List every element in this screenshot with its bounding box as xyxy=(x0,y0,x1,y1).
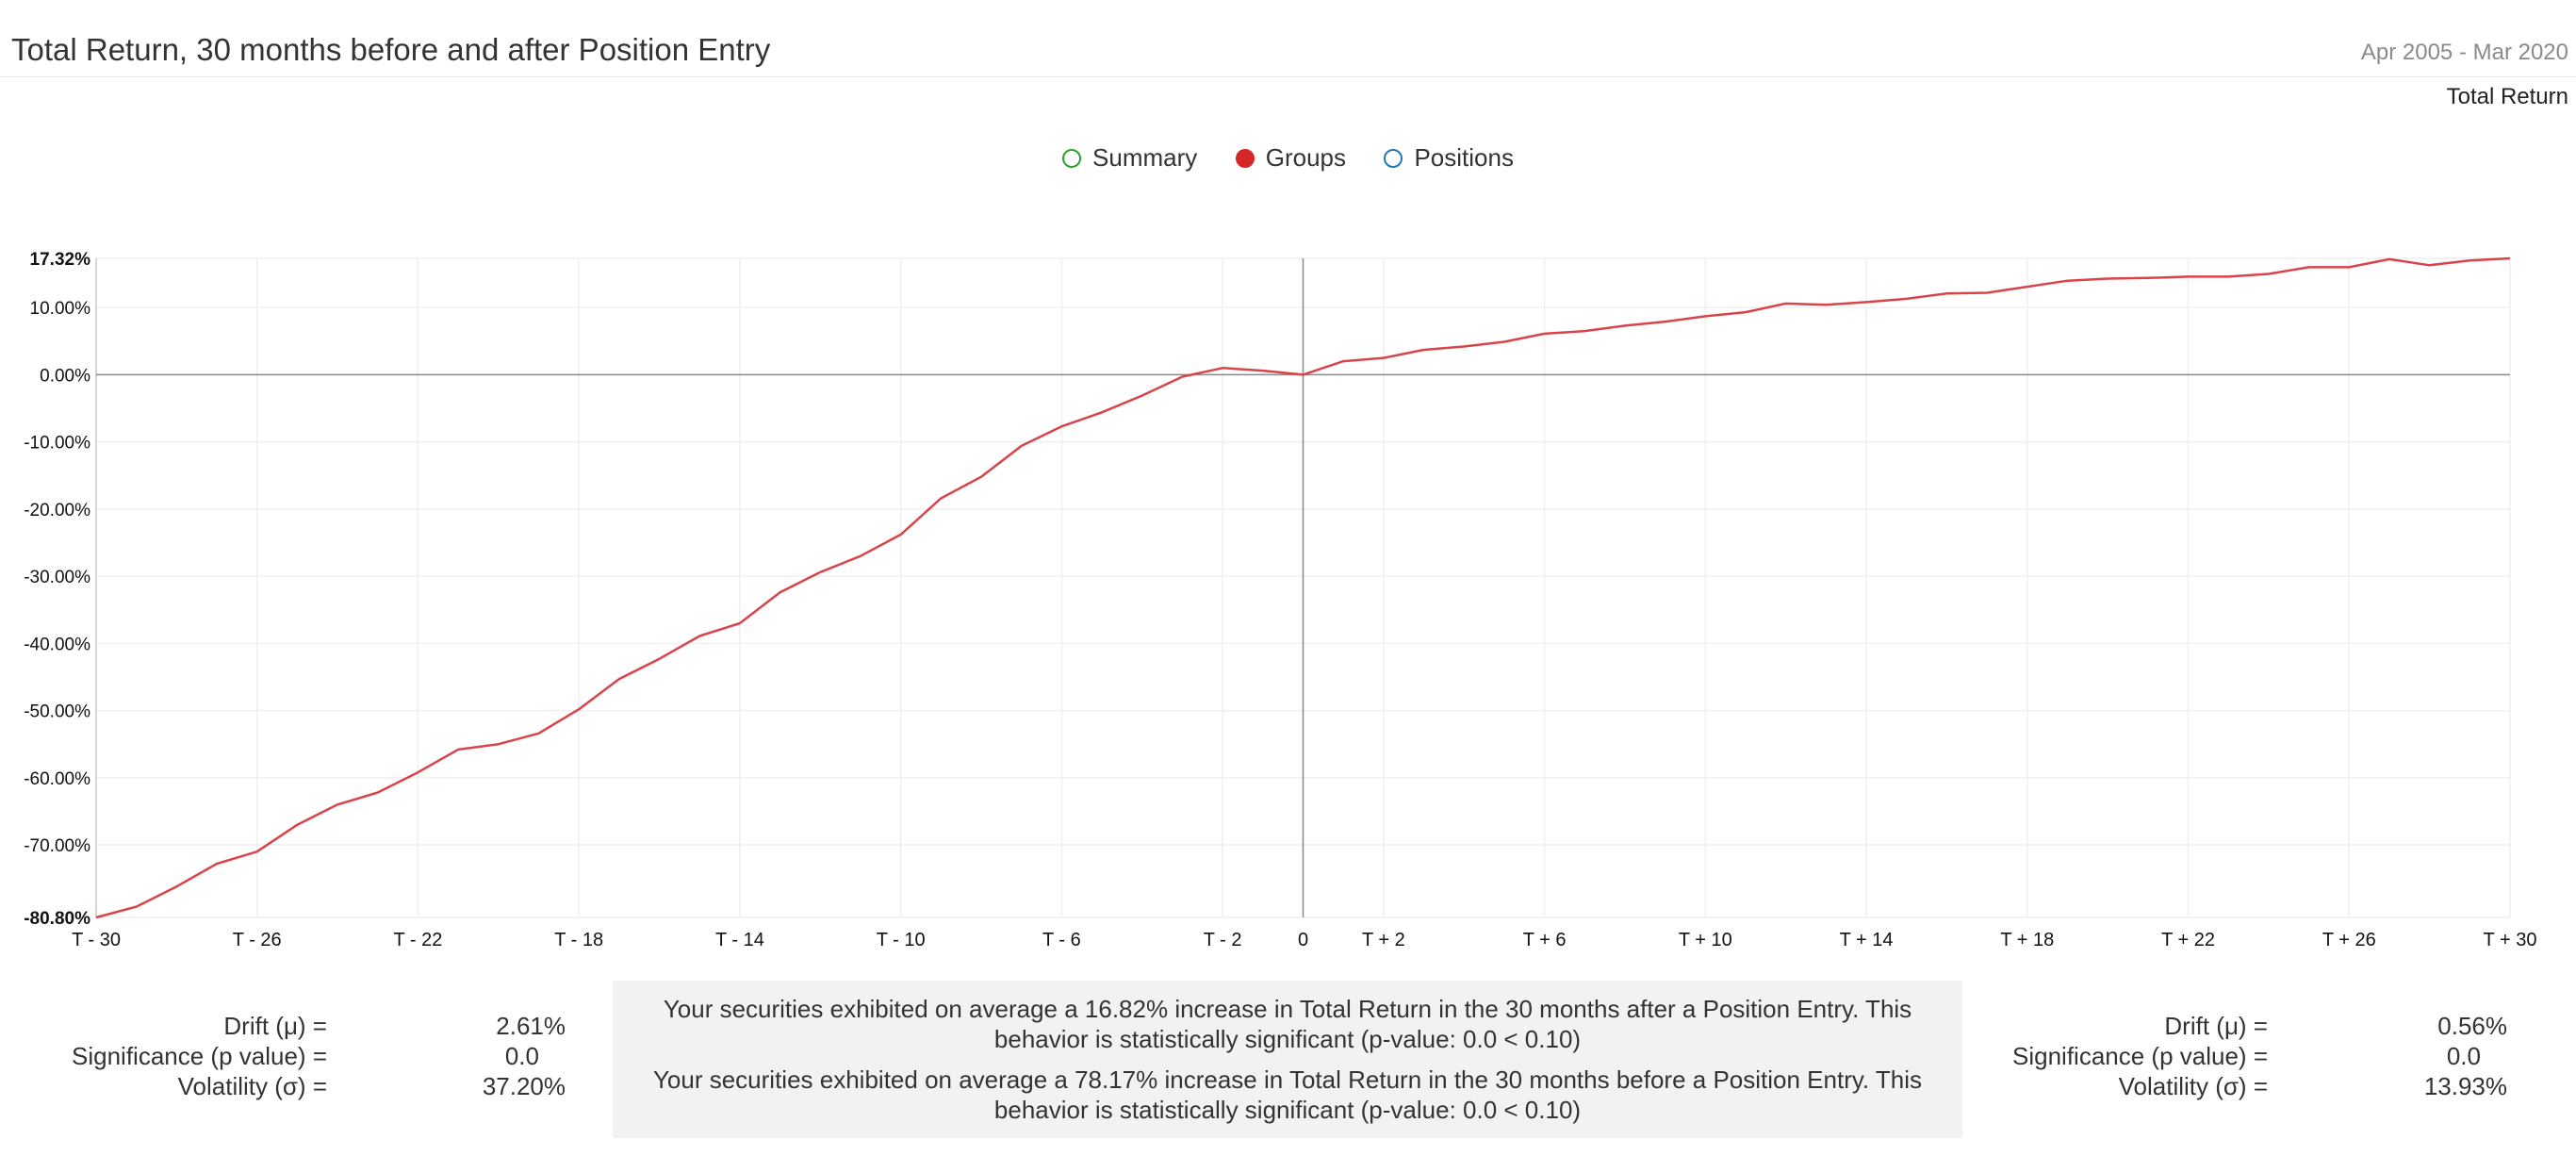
drift-value-row: 0.56% xyxy=(2319,1012,2507,1042)
drift-value-row: 2.61% xyxy=(377,1012,566,1042)
significance-value: 0.0 xyxy=(2446,1042,2481,1070)
y-tick-label: -80.80% xyxy=(24,909,90,929)
legend-label-positions: Positions xyxy=(1414,143,1514,172)
drift-row: Drift (μ) = xyxy=(0,1012,2268,1042)
significance-value: 0.0 xyxy=(504,1042,539,1070)
volatility-value: 13.93% xyxy=(2423,1072,2507,1100)
y-tick-label: -20.00% xyxy=(24,501,90,520)
x-tick-label: T - 6 xyxy=(1042,930,1081,950)
volatility-row: Volatility (σ) = xyxy=(0,1072,327,1102)
x-tick-label: T - 10 xyxy=(877,930,926,950)
significance-row: Significance (p value) = xyxy=(0,1042,327,1072)
x-tick-label: T - 2 xyxy=(1204,930,1242,950)
x-tick-label: T + 30 xyxy=(2484,930,2537,950)
legend-item-positions[interactable]: Positions xyxy=(1384,143,1514,173)
y-tick-label: 10.00% xyxy=(30,299,91,319)
stats-before: Drift (μ) = Significance (p value) = Vol… xyxy=(0,1012,327,1102)
summary-after-text: Your securities exhibited on average a 1… xyxy=(663,995,1912,1053)
stats-after: Drift (μ) = Significance (p value) = Vol… xyxy=(0,1012,2268,1102)
summary-before-text: Your securities exhibited on average a 7… xyxy=(652,1065,1923,1124)
y-tick-label: -60.00% xyxy=(24,769,90,789)
legend-label-summary: Summary xyxy=(1092,143,1198,172)
metric-label: Total Return xyxy=(2446,84,2568,109)
legend-marker-groups xyxy=(1235,148,1255,168)
series-line xyxy=(95,256,2511,919)
x-tick-label: T - 18 xyxy=(554,930,603,950)
x-tick-label: T - 26 xyxy=(233,930,282,950)
volatility-value: 37.20% xyxy=(482,1072,566,1100)
x-tick-label: T + 2 xyxy=(1362,930,1405,950)
y-tick-label: -40.00% xyxy=(24,635,90,654)
significance-value-row: 0.0 xyxy=(377,1042,566,1072)
volatility-value-row: 37.20% xyxy=(377,1072,566,1102)
x-tick-label: T + 14 xyxy=(1840,930,1894,950)
x-tick-label: T + 22 xyxy=(2161,930,2215,950)
drift-value: 2.61% xyxy=(496,1012,566,1040)
stats-before-values: 2.61% 0.0 37.20% xyxy=(377,1012,566,1102)
x-tick-label: T + 6 xyxy=(1523,930,1567,950)
volatility-label: Volatility (σ) = xyxy=(2118,1072,2268,1100)
significance-label: Significance (p value) = xyxy=(2012,1042,2268,1070)
date-range: Apr 2005 - Mar 2020 xyxy=(2360,40,2568,65)
volatility-row: Volatility (σ) = xyxy=(0,1072,2268,1102)
stats-after-values: 0.56% 0.0 13.93% xyxy=(2319,1012,2507,1102)
legend-marker-positions xyxy=(1384,148,1403,168)
drift-row: Drift (μ) = xyxy=(0,1012,327,1042)
x-tick-label: T + 26 xyxy=(2322,930,2376,950)
line-chart: 17.32% 10.00% 0.00% -10.00% -20.00% -30.00% -4… xyxy=(24,250,2537,950)
drift-value: 0.56% xyxy=(2437,1012,2507,1040)
drift-label: Drift (μ) = xyxy=(2164,1012,2268,1040)
volatility-label: Volatility (σ) = xyxy=(177,1072,327,1100)
x-tick-label: 0 xyxy=(1298,930,1308,950)
legend-label-groups: Groups xyxy=(1265,143,1346,172)
x-tick-label: T + 10 xyxy=(1679,930,1732,950)
x-tick-label: T - 30 xyxy=(72,930,121,950)
x-tick-label: T + 18 xyxy=(2000,930,2054,950)
drift-label: Drift (μ) = xyxy=(223,1012,327,1040)
significance-label: Significance (p value) = xyxy=(72,1042,327,1070)
significance-row: Significance (p value) = xyxy=(0,1042,2268,1072)
y-tick-label: -70.00% xyxy=(24,836,90,856)
y-tick-label: 17.32% xyxy=(30,250,91,270)
legend-marker-summary xyxy=(1062,148,1082,168)
x-tick-label: T - 14 xyxy=(715,930,764,950)
legend-item-summary[interactable]: Summary xyxy=(1062,143,1197,173)
y-tick-label: -10.00% xyxy=(24,434,90,454)
chart-title: Total Return, 30 months before and after… xyxy=(11,32,771,67)
y-tick-label: 0.00% xyxy=(40,366,90,386)
volatility-value-row: 13.93% xyxy=(2319,1072,2507,1102)
chart-header: Total Return, 30 months before and after… xyxy=(0,0,2576,77)
chart-legend: Summary Groups Positions xyxy=(0,143,2576,173)
x-tick-label: T - 22 xyxy=(394,930,443,950)
summary-box: Your securities exhibited on average a 1… xyxy=(613,981,1962,1138)
significance-value-row: 0.0 xyxy=(2319,1042,2507,1072)
legend-item-groups[interactable]: Groups xyxy=(1235,143,1346,173)
y-tick-label: -30.00% xyxy=(24,568,90,587)
y-tick-label: -50.00% xyxy=(24,702,90,722)
